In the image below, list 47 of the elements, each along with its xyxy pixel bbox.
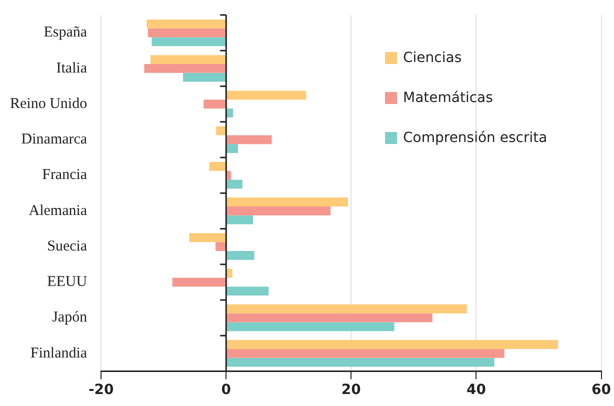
bar: [209, 162, 226, 171]
legend-label: Ciencias: [403, 50, 462, 66]
bar: [152, 37, 226, 46]
bar: [226, 135, 272, 144]
bar: [226, 90, 306, 100]
bar: [226, 180, 242, 189]
bar: [216, 126, 226, 136]
bar: [226, 348, 504, 358]
bar: [226, 206, 331, 216]
bar: [172, 278, 226, 287]
x-tick-label: -20: [88, 382, 114, 398]
bar: [226, 198, 348, 206]
y-tick-label: Dinamarca: [21, 132, 88, 148]
bar: [146, 19, 226, 28]
y-tick-label: Reino Unido: [10, 96, 88, 112]
y-tick-label: EEUU: [47, 274, 88, 290]
bar: [150, 55, 226, 64]
bar: [189, 233, 226, 242]
legend-label: Matemáticas: [403, 90, 493, 106]
y-tick-label: Alemania: [28, 202, 88, 219]
y-tick-label: España: [44, 24, 88, 41]
bar: [226, 358, 494, 367]
y-tick-label: Suecia: [47, 238, 88, 254]
y-tick-label: Francia: [42, 167, 88, 184]
y-tick-label: Italia: [56, 60, 88, 76]
bar: [226, 322, 394, 332]
bar: [226, 340, 558, 349]
x-tick-label: 40: [466, 382, 486, 398]
bar: [226, 313, 432, 322]
bar: [226, 304, 467, 314]
bar: [226, 215, 254, 224]
bar: [226, 250, 254, 260]
x-tick-label: 20: [341, 382, 362, 398]
bar: [144, 64, 226, 73]
bar: [226, 268, 232, 278]
bar: [226, 286, 269, 296]
y-tick-label: Finlandia: [30, 345, 88, 362]
bar: [204, 100, 226, 109]
legend-label: Comprensión escrita: [403, 130, 548, 146]
bar: [226, 108, 233, 118]
bar: [226, 144, 238, 154]
bar: [182, 72, 226, 82]
x-tick-label: 0: [221, 382, 232, 398]
x-tick-label: 60: [592, 382, 612, 398]
bar: [215, 242, 226, 251]
y-tick-label: Japón: [52, 310, 88, 326]
bar: [148, 28, 226, 38]
